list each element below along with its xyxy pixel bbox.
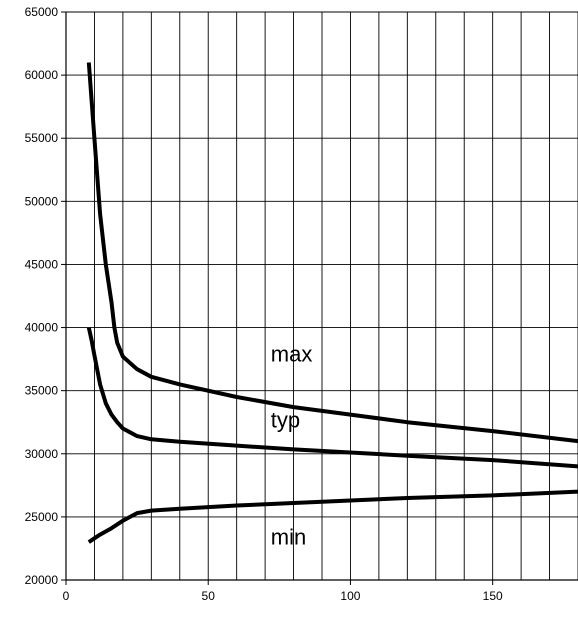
y-tick-label: 30000	[25, 447, 59, 461]
y-tick-label: 55000	[25, 131, 59, 145]
y-tick-label: 35000	[25, 384, 59, 398]
y-tick-label: 65000	[25, 5, 59, 19]
series-line-min	[87, 489, 578, 544]
chart-series	[86, 62, 578, 544]
series-line-max	[86, 62, 578, 444]
x-tick-label: 50	[202, 589, 216, 603]
series-label-max: max	[271, 342, 313, 367]
y-tick-label: 45000	[25, 257, 59, 271]
series-label-typ: typ	[271, 407, 300, 432]
y-tick-label: 40000	[25, 321, 59, 335]
y-tick-label: 25000	[25, 510, 59, 524]
x-tick-label: 150	[483, 589, 503, 603]
series-label-min: min	[271, 525, 306, 550]
y-tick-label: 50000	[25, 194, 59, 208]
y-tick-label: 20000	[25, 573, 59, 587]
x-tick-label: 100	[340, 589, 360, 603]
tick-labels: 20000 25000 30000 35000 40000 45000 50000 55000…	[25, 5, 503, 603]
series-labels: max typ min	[271, 342, 313, 550]
chart-axes	[61, 11, 578, 585]
series-line-typ	[86, 327, 578, 469]
y-tick-label: 60000	[25, 68, 59, 82]
x-tick-label: 0	[63, 589, 70, 603]
